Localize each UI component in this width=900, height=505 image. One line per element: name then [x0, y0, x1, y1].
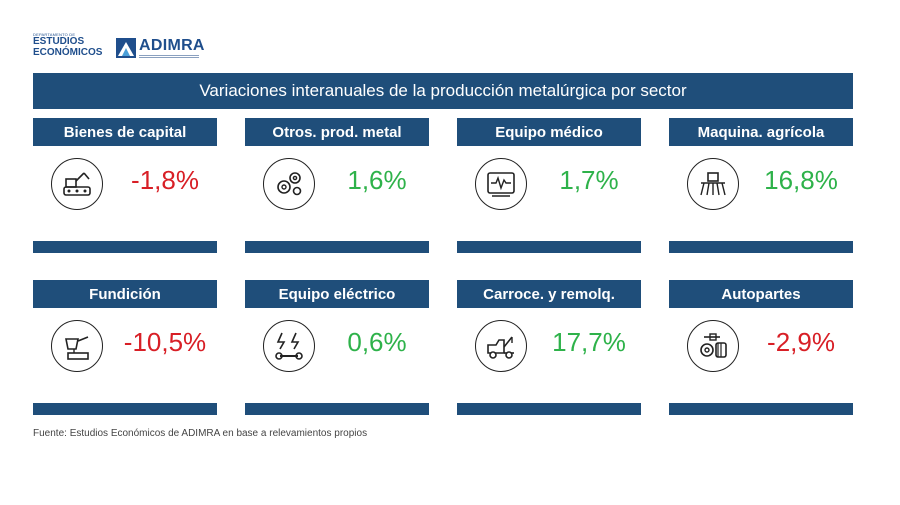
sector-card: Equipo eléctrico 0,6% [245, 280, 429, 415]
dept-line1: ESTUDIOS [33, 36, 85, 47]
card-footer-bar [457, 241, 641, 253]
chart-title: Variaciones interanuales de la producció… [33, 73, 853, 109]
sector-card: Carroce. y remolq. 17,7% [457, 280, 641, 415]
sector-card: Bienes de capital -1,8% [33, 118, 217, 253]
gears-icon [263, 158, 315, 210]
sector-name: Autopartes [669, 280, 853, 308]
dept-logo: DEPARTAMENTO DE ESTUDIOS ECONÓMICOS [33, 33, 113, 58]
tow-truck-icon [475, 320, 527, 372]
dept-small-text: DEPARTAMENTO DE [33, 32, 76, 37]
sector-card: Autopartes -2,9% [669, 280, 853, 415]
sector-card: Equipo médico 1,7% [457, 118, 641, 253]
farm-machine-icon [687, 158, 739, 210]
adimra-logo-icon [116, 38, 136, 58]
card-footer-bar [669, 403, 853, 415]
card-footer-bar [457, 403, 641, 415]
sector-variation-value: 1,7% [559, 165, 619, 195]
card-footer-bar [33, 403, 217, 415]
sector-card: Maquina. agrícola 16,8% [669, 118, 853, 253]
sector-name: Otros. prod. metal [245, 118, 429, 146]
sector-variation-value: 17,7% [552, 327, 626, 357]
sector-name: Bienes de capital [33, 118, 217, 146]
sector-name: Equipo eléctrico [245, 280, 429, 308]
adimra-tagline-lines [139, 55, 199, 58]
robot-arm-icon [51, 158, 103, 210]
dept-line2: ECONÓMICOS [33, 46, 103, 58]
card-footer-bar [33, 241, 217, 253]
source-note: Fuente: Estudios Económicos de ADIMRA en… [33, 428, 368, 439]
sector-name: Equipo médico [457, 118, 641, 146]
card-footer-bar [245, 403, 429, 415]
electric-wrench-icon [263, 320, 315, 372]
sector-name: Fundición [33, 280, 217, 308]
sector-name: Maquina. agrícola [669, 118, 853, 146]
sector-variation-value: 1,6% [347, 165, 407, 195]
adimra-logo: ADIMRA [116, 36, 246, 62]
sector-variation-value: 16,8% [764, 165, 838, 195]
sector-variation-value: -10,5% [123, 327, 207, 357]
card-footer-bar [245, 241, 429, 253]
sector-variation-value: -1,8% [131, 165, 199, 195]
sector-variation-value: 0,6% [347, 327, 407, 357]
foundry-ladle-icon [51, 320, 103, 372]
engine-parts-icon [687, 320, 739, 372]
adimra-name: ADIMRA [139, 37, 205, 54]
sector-card: Otros. prod. metal 1,6% [245, 118, 429, 253]
sector-variation-value: -2,9% [767, 327, 835, 357]
monitor-heartbeat-icon [475, 158, 527, 210]
card-footer-bar [669, 241, 853, 253]
sector-card: Fundición -10,5% [33, 280, 217, 415]
sector-name: Carroce. y remolq. [457, 280, 641, 308]
